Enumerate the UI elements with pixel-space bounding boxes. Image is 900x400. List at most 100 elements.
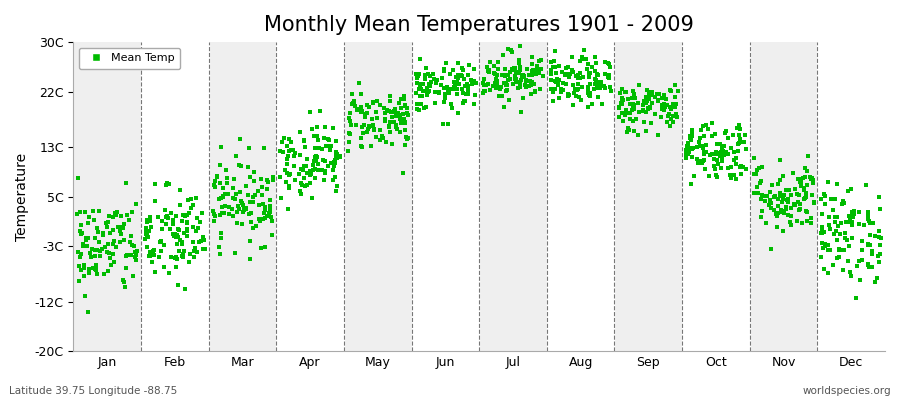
Point — [719, 128, 733, 134]
Point — [548, 64, 562, 70]
Point — [861, 241, 876, 247]
Point — [211, 174, 225, 180]
Point — [482, 68, 496, 75]
Point — [348, 122, 363, 128]
Point — [796, 184, 811, 191]
Point — [265, 231, 279, 238]
Point — [684, 180, 698, 187]
Point — [215, 204, 230, 210]
Point — [653, 114, 668, 120]
Point — [157, 242, 171, 248]
Point — [343, 118, 357, 124]
Point — [788, 201, 802, 207]
Point — [544, 77, 558, 83]
Point — [82, 269, 96, 276]
Point — [308, 174, 322, 181]
Point — [398, 119, 412, 125]
Point — [588, 76, 602, 82]
Point — [818, 201, 832, 207]
Point — [580, 66, 594, 72]
Point — [715, 156, 729, 162]
Point — [119, 264, 133, 271]
Point — [208, 213, 222, 220]
Point — [663, 103, 678, 110]
Point — [206, 208, 220, 214]
Point — [830, 180, 844, 187]
Point — [252, 216, 266, 222]
Point — [497, 80, 511, 86]
Point — [863, 220, 878, 226]
Point — [243, 174, 257, 180]
Point — [670, 100, 684, 107]
Point — [816, 228, 831, 235]
Point — [508, 73, 522, 79]
Point — [346, 101, 361, 108]
Point — [706, 151, 720, 157]
Point — [228, 250, 242, 256]
Point — [422, 88, 436, 94]
Point — [457, 98, 472, 105]
Point — [255, 192, 269, 198]
Point — [632, 109, 646, 115]
Point — [392, 112, 406, 118]
Point — [119, 253, 133, 260]
Point — [71, 175, 86, 182]
Point — [413, 56, 428, 62]
Point — [814, 226, 829, 232]
Point — [79, 236, 94, 243]
Point — [602, 64, 616, 70]
Point — [286, 153, 301, 159]
Point — [253, 218, 267, 224]
Point — [816, 245, 831, 252]
Point — [617, 112, 632, 118]
Point — [822, 214, 836, 220]
Point — [307, 133, 321, 139]
Point — [442, 86, 456, 92]
Point — [549, 79, 563, 86]
Point — [500, 81, 514, 88]
Point — [500, 77, 515, 83]
Point — [626, 102, 641, 108]
Point — [657, 92, 671, 98]
Point — [257, 244, 272, 250]
Point — [392, 112, 407, 119]
Point — [354, 108, 368, 115]
Point — [845, 235, 859, 241]
Point — [857, 222, 871, 228]
Point — [125, 242, 140, 248]
Point — [774, 207, 788, 214]
Point — [764, 200, 778, 207]
Point — [655, 106, 670, 112]
Point — [112, 228, 127, 234]
Point — [311, 137, 326, 143]
Point — [792, 192, 806, 198]
Point — [798, 208, 813, 214]
Point — [491, 66, 506, 72]
Point — [422, 73, 436, 79]
Point — [389, 113, 403, 119]
Point — [620, 96, 634, 102]
Point — [366, 100, 381, 106]
Point — [288, 177, 302, 183]
Point — [305, 162, 320, 168]
Point — [237, 204, 251, 211]
Point — [300, 156, 314, 162]
Point — [369, 109, 383, 116]
Point — [583, 90, 598, 96]
Point — [684, 136, 698, 143]
Point — [827, 231, 842, 237]
Point — [418, 72, 432, 79]
Point — [173, 201, 187, 208]
Point — [189, 228, 203, 234]
Point — [382, 122, 396, 129]
Point — [180, 220, 194, 226]
Point — [413, 80, 428, 87]
Point — [805, 220, 819, 226]
Point — [181, 197, 195, 204]
Point — [779, 187, 794, 194]
Point — [370, 115, 384, 122]
Point — [862, 218, 877, 224]
Point — [795, 183, 809, 190]
Point — [726, 156, 741, 163]
Point — [518, 82, 532, 88]
